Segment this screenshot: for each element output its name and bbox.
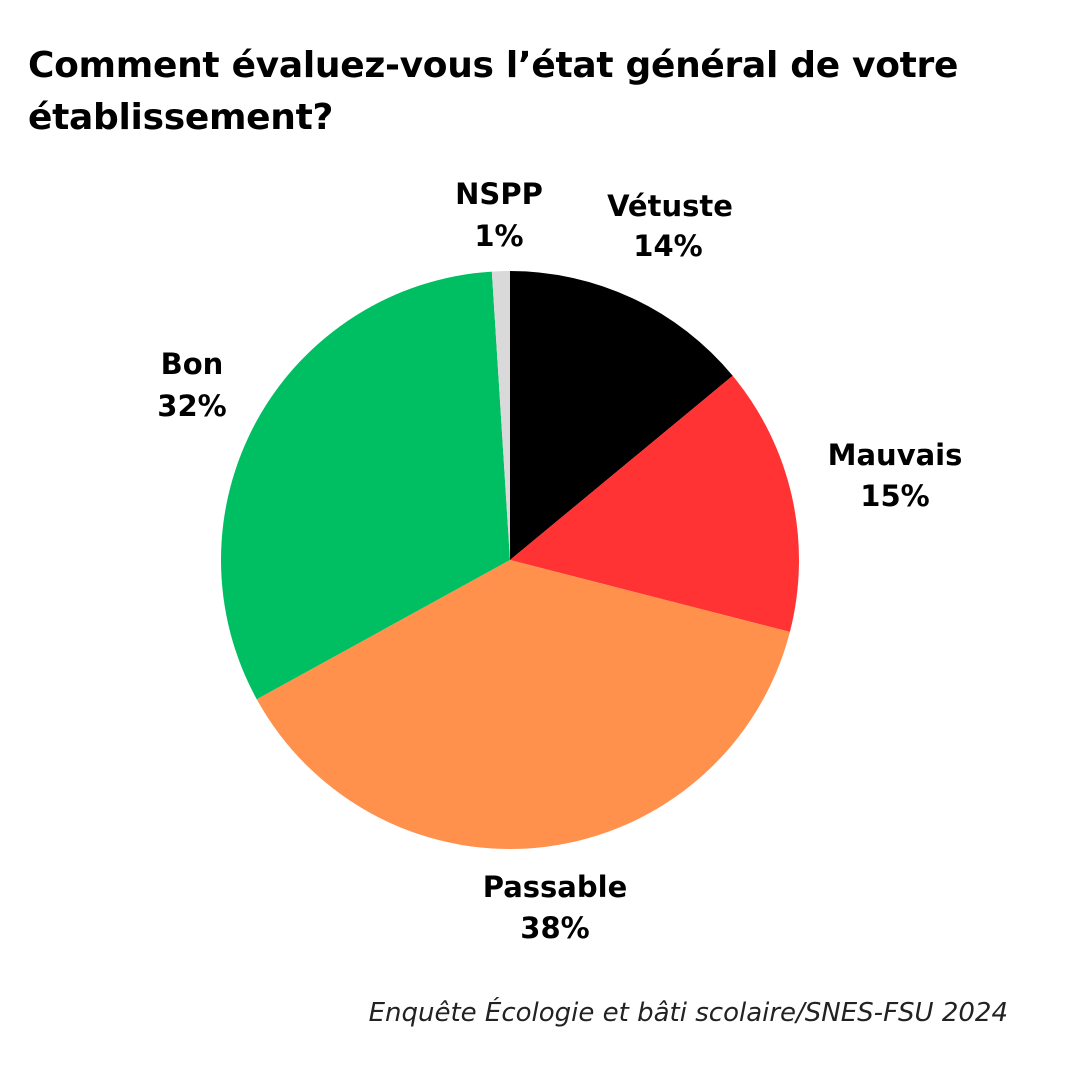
slice-label-bon: Bon 32% xyxy=(157,347,226,423)
slice-label-value: 15% xyxy=(860,479,929,513)
slice-label-name: Mauvais xyxy=(828,438,963,472)
slice-label-nspp: NSPP 1% xyxy=(455,177,543,253)
source-note: Enquête Écologie et bâti scolaire/SNES-F… xyxy=(368,998,1008,1028)
slice-label-passable: Passable 38% xyxy=(483,870,628,945)
pie-slices xyxy=(221,270,800,849)
slice-label-value: 1% xyxy=(474,219,523,253)
chart-title: Comment évaluez-vous l’état général de v… xyxy=(28,45,959,138)
pie-slice-nspp xyxy=(491,271,510,560)
slice-label-name: NSPP xyxy=(455,177,543,211)
pie-slice-vetuste xyxy=(510,270,733,560)
slice-label-value: 14% xyxy=(633,229,702,263)
slice-label-name: Bon xyxy=(161,347,224,381)
slice-label-name: Vétuste xyxy=(607,189,733,223)
slice-label-value: 32% xyxy=(157,389,226,423)
pie-slice-mauvais xyxy=(510,375,800,632)
slice-label-mauvais: Mauvais 15% xyxy=(828,438,963,513)
slice-label-value: 38% xyxy=(520,911,589,945)
slice-label-vetuste: Vétuste 14% xyxy=(607,189,733,263)
pie-slice-bon xyxy=(221,271,511,700)
slice-label-name: Passable xyxy=(483,870,628,904)
pie-slice-passable xyxy=(256,560,790,849)
